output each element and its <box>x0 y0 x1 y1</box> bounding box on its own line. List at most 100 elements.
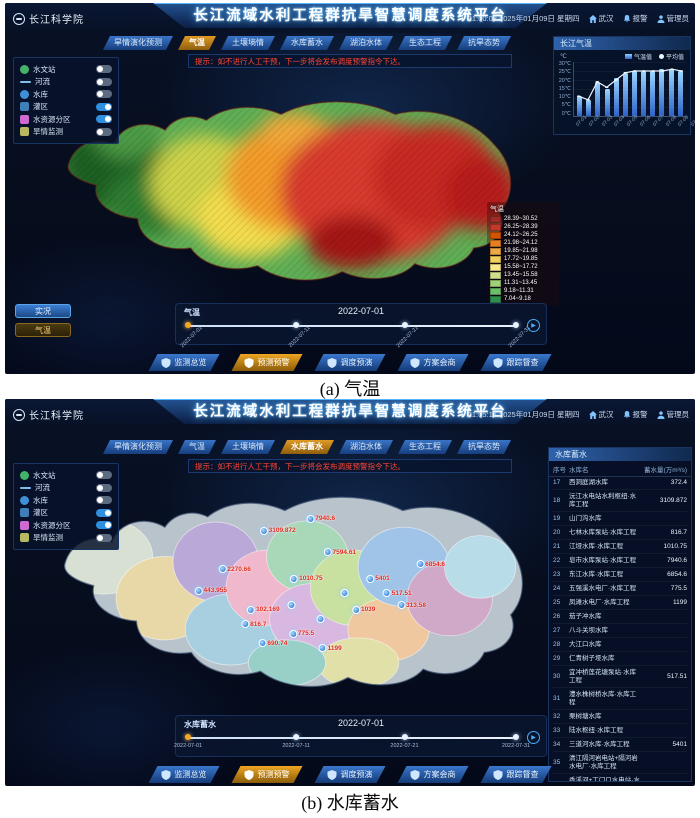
reservoir-marker[interactable] <box>316 615 325 624</box>
reservoir-table-row[interactable]: 25 凤滩水电厂·水库工程 1199 <box>553 596 687 610</box>
reservoir-marker[interactable]: 5401 <box>366 574 390 583</box>
reservoir-marker[interactable]: 517.51 <box>382 589 412 597</box>
bottom-nav-button[interactable]: 监测总览 <box>149 766 220 783</box>
reservoir-table-row[interactable]: 32 栗树塘水库 <box>553 710 687 724</box>
reservoir-table-row[interactable]: 33 陆水枢纽·水库工程 <box>553 724 687 738</box>
layer-toggle[interactable] <box>96 483 112 492</box>
layer-tab[interactable]: 土壤墒情 <box>221 36 275 50</box>
reservoir-table-row[interactable]: 36 香溪河+丁门口水电站·水库工程 2270.66 <box>553 774 688 782</box>
layer-tab[interactable]: 抗旱态势 <box>457 440 511 454</box>
reservoir-marker[interactable] <box>340 589 349 597</box>
reservoir-marker[interactable]: 313.58 <box>397 601 426 609</box>
alerts-button[interactable]: 报警 <box>623 409 648 420</box>
table-body[interactable]: 17 西洞庭湖水库 372.4 18 沅江水电站水利枢纽·水库工程 3109.8… <box>549 476 691 781</box>
reservoir-table-row[interactable]: 26 茄子冲水库 <box>553 610 687 624</box>
play-button[interactable]: ▶ <box>527 319 540 332</box>
timeline-track[interactable] <box>188 737 516 739</box>
layer-toggle[interactable] <box>96 77 112 86</box>
layer-toggle[interactable] <box>96 102 112 111</box>
reservoir-marker[interactable]: 775.5 <box>288 629 314 638</box>
layer-tab[interactable]: 土壤墒情 <box>221 440 275 454</box>
layer-toggle[interactable] <box>96 533 112 542</box>
reservoir-table-row[interactable]: 34 三道河水库·水库工程 5401 <box>553 738 687 752</box>
layer-toggle[interactable] <box>96 508 112 517</box>
temperature-heatmap[interactable] <box>57 79 519 305</box>
reservoir-table-row[interactable]: 29 仁青树子垭水库 <box>553 652 687 666</box>
bottom-nav-button[interactable]: 监测总览 <box>149 354 220 371</box>
reservoir-table-row[interactable]: 35 清江隔河岩电站+隔河岩水电厂·水库工程 <box>553 752 687 774</box>
timeline-tick[interactable]: 2022-07-11 <box>282 322 312 349</box>
reservoir-marker[interactable]: 7594.61 <box>323 548 356 557</box>
bottom-nav-button[interactable]: 跟踪督查 <box>481 766 552 783</box>
reservoir-table-row[interactable]: 27 八斗关坝水库 <box>553 624 687 638</box>
reservoir-table-row[interactable]: 28 大江口水库 <box>553 638 687 652</box>
timeline-tick[interactable]: 2022-07-01 <box>174 734 202 749</box>
bottom-nav-button[interactable]: 预测预警 <box>232 354 303 371</box>
layer-tab[interactable]: 气温 <box>178 36 216 50</box>
timeline-tick[interactable]: 2022-07-01 <box>174 322 204 349</box>
user-button[interactable]: 管理员 <box>656 13 689 24</box>
reservoir-table-row[interactable]: 21 江垭水库·水库工程 1010.75 <box>553 540 687 554</box>
reservoir-table-row[interactable]: 30 宜冲桥莲花塘泵站·水库工程 517.51 <box>553 666 687 688</box>
reservoir-marker[interactable]: 1039 <box>351 605 375 614</box>
alerts-button[interactable]: 报警 <box>623 13 648 24</box>
org-logo-text: 长江科学院 <box>29 15 84 26</box>
reservoir-marker[interactable]: 102.169 <box>247 605 280 614</box>
reservoir-marker[interactable]: 7940.6 <box>306 514 335 523</box>
bottom-nav-button[interactable]: 方案会商 <box>398 766 469 783</box>
layer-tab[interactable]: 水库蓄水 <box>280 440 334 454</box>
layer-toggle[interactable] <box>96 115 112 124</box>
reservoir-marker[interactable] <box>287 601 297 609</box>
timeline-tick[interactable]: 2022-07-21 <box>390 322 420 349</box>
timeline-tick[interactable]: 2022-07-31 <box>502 322 532 349</box>
layer-toggle[interactable] <box>96 496 112 505</box>
location-button[interactable]: 武汉 <box>588 409 614 420</box>
layer-tab[interactable]: 旱情演化预测 <box>103 36 173 50</box>
timeline-tick[interactable]: 2022-07-31 <box>502 734 530 749</box>
layer-toggle[interactable] <box>96 90 112 99</box>
reservoir-table-row[interactable]: 22 皂市水库泵站·水库工程 7940.6 <box>553 554 687 568</box>
map-mode-button[interactable]: 气温 <box>15 323 71 337</box>
bottom-nav-button[interactable]: 跟踪督查 <box>481 354 552 371</box>
reservoir-marker[interactable]: 443.955 <box>194 586 227 595</box>
reservoir-table-row[interactable]: 19 山门沟水库 <box>553 512 687 526</box>
layer-tab[interactable]: 湖泊水体 <box>339 36 393 50</box>
reservoir-table-row[interactable]: 17 西洞庭湖水库 372.4 <box>553 476 687 490</box>
storage-value: 2270.66 <box>643 781 688 782</box>
layer-tab[interactable]: 旱情演化预测 <box>103 440 173 454</box>
bottom-nav-button[interactable]: 调度预演 <box>315 766 386 783</box>
reservoir-marker[interactable]: 816.7 <box>241 620 266 629</box>
layer-tab[interactable]: 生态工程 <box>398 36 452 50</box>
bottom-nav-button[interactable]: 方案会商 <box>398 354 469 371</box>
location-button[interactable]: 武汉 <box>588 13 614 24</box>
reservoir-table-row[interactable]: 31 澧水株树桥水库·水库工程 <box>553 688 687 710</box>
layer-tab[interactable]: 抗旱态势 <box>457 36 511 50</box>
layer-toggle[interactable] <box>96 521 112 530</box>
reservoir-table-row[interactable]: 24 五强溪水电厂·水库工程 775.5 <box>553 582 687 596</box>
timeline-tick[interactable]: 2022-07-11 <box>282 734 310 749</box>
timeline-tick[interactable]: 2022-07-21 <box>390 734 419 749</box>
reservoir-marker[interactable]: 3109.872 <box>259 526 296 535</box>
map-mode-button[interactable]: 实况 <box>15 304 71 318</box>
reservoir-marker[interactable]: 6854.6 <box>416 560 445 569</box>
layer-tab[interactable]: 生态工程 <box>398 440 452 454</box>
reservoir-marker[interactable]: 1010.75 <box>290 574 323 583</box>
reservoir-table-row[interactable]: 18 沅江水电站水利枢纽·水库工程 3109.872 <box>553 490 687 512</box>
reservoir-marker[interactable]: 2270.66 <box>218 565 251 573</box>
reservoir-region-map[interactable] <box>53 473 531 713</box>
timeline-track[interactable] <box>188 325 516 327</box>
layer-toggle[interactable] <box>96 471 112 480</box>
layer-tab[interactable]: 气温 <box>178 440 216 454</box>
reservoir-table-row[interactable]: 23 东江水库·水库工程 6854.6 <box>553 568 687 582</box>
reservoir-table-row[interactable]: 20 七林水库泵站·水库工程 816.7 <box>553 526 687 540</box>
user-button[interactable]: 管理员 <box>656 409 689 420</box>
play-button[interactable]: ▶ <box>527 731 540 744</box>
bottom-nav-button[interactable]: 调度预演 <box>315 354 386 371</box>
bottom-nav-button[interactable]: 预测预警 <box>232 766 303 783</box>
layer-toggle[interactable] <box>96 65 112 74</box>
layer-tab[interactable]: 水库蓄水 <box>280 36 334 50</box>
reservoir-marker[interactable]: 1199 <box>318 644 342 653</box>
reservoir-marker[interactable]: 690.74 <box>258 639 287 648</box>
layer-toggle[interactable] <box>96 127 112 136</box>
layer-tab[interactable]: 湖泊水体 <box>339 440 393 454</box>
